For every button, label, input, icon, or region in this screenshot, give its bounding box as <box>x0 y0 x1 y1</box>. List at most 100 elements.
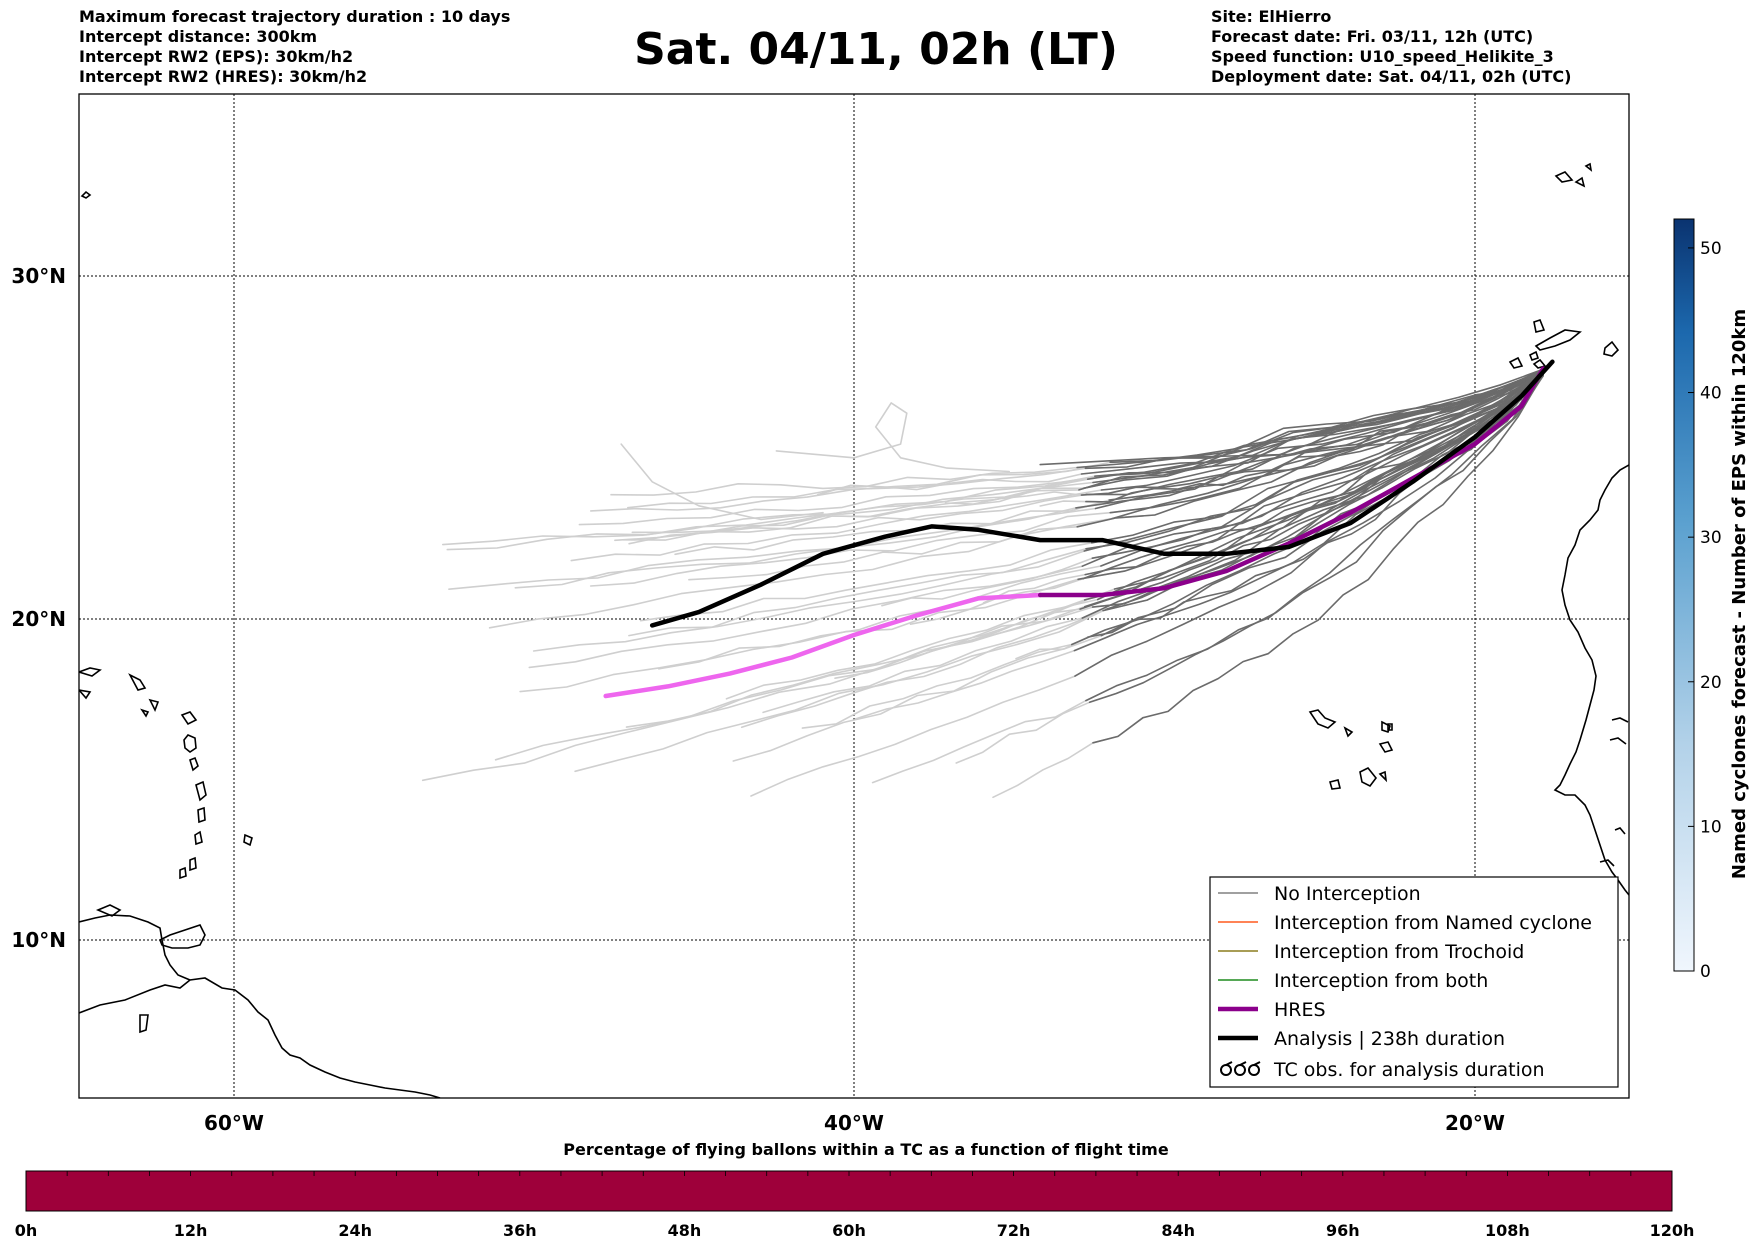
colorbar-right-ticks: 0 10 20 30 40 50 <box>1688 239 1722 982</box>
coastline-island <box>243 833 253 847</box>
eps-trajectory-faded <box>657 549 1142 670</box>
eps-trajectory <box>1096 372 1544 601</box>
hres-trajectory-faded <box>603 592 1043 699</box>
colorbar-right-label: Named cyclones forecast - Number of EPS … <box>1729 309 1750 879</box>
legend-box <box>1209 876 1619 1088</box>
eps-trajectory-faded <box>532 538 1131 652</box>
lon-tick-label: 60°W <box>204 1111 264 1135</box>
colorbar-bottom-title: Percentage of flying ballons within a TC… <box>563 1140 1169 1159</box>
eps-trajectory-faded <box>448 495 1146 590</box>
eps-trajectory <box>1088 375 1544 704</box>
coastline-cape-verde <box>1343 726 1354 738</box>
coastline-africa-detail <box>1599 859 1615 867</box>
eps-trajectory-faded <box>574 599 1148 773</box>
coastline-island <box>80 190 92 199</box>
header-right-line: Site: ElHierro <box>1211 7 1332 26</box>
eps-trajectory-faded <box>590 459 1155 512</box>
colorbar-bottom-tick-label: 12h <box>174 1221 208 1240</box>
colorbar-bottom-tick-label: 60h <box>832 1221 866 1240</box>
coastline-canaries <box>1574 176 1586 188</box>
colorbar-bottom-ticks: 0h 12h 24h 36h 48h 60h 72h 84h 96h 108h 120h <box>15 1171 1695 1240</box>
coastline-island <box>195 780 207 802</box>
legend-label: HRES <box>1274 999 1326 1021</box>
colorbar-right-tick-label: 10 <box>1700 817 1722 837</box>
eps-trajectory <box>1076 368 1544 469</box>
colorbar-bottom-bar <box>25 1170 1673 1212</box>
legend-label: Interception from Named cyclone <box>1274 912 1592 934</box>
eps-trajectory <box>1092 373 1544 744</box>
eps-trajectory <box>1081 368 1544 567</box>
coastline-africa <box>1553 464 1629 896</box>
header-left: Maximum forecast trajectory duration : 1… <box>79 7 510 87</box>
eps-trajectory <box>1086 370 1544 480</box>
header-right-line: Speed function: U10_speed_Helikite_3 <box>1211 47 1554 66</box>
eps-trajectory <box>1079 371 1544 610</box>
colorbar-bottom-tick-label: 72h <box>997 1221 1031 1240</box>
coastline-island <box>128 673 147 691</box>
coastline-island <box>140 708 150 718</box>
eps-trajectory <box>1104 370 1544 477</box>
coastline-island <box>197 806 206 824</box>
colorbar-bottom-tick-label: 108h <box>1485 1221 1530 1240</box>
colorbar-right-tick-label: 40 <box>1700 384 1722 404</box>
legend-label: Analysis | 238h duration <box>1274 1028 1505 1050</box>
colorbar-bottom-tick-label: 24h <box>338 1221 372 1240</box>
colorbar-bottom-tick-label: 48h <box>668 1221 702 1240</box>
analysis-trajectory <box>649 359 1555 628</box>
coastline-canaries <box>1533 319 1546 333</box>
eps-trajectory-faded <box>625 592 1128 728</box>
coastline-cape-verde <box>1378 741 1394 753</box>
eps-trajectory <box>1084 374 1544 608</box>
eps-trajectory-faded <box>589 506 1155 587</box>
colorbar-bottom-tick-label: 96h <box>1326 1221 1360 1240</box>
coastline-canaries <box>1603 340 1620 357</box>
coastline-canaries <box>1508 356 1524 369</box>
eps-trajectory <box>1076 373 1544 528</box>
eps-trajectory-faded <box>620 443 824 521</box>
eps-trajectory-faded <box>732 616 1139 762</box>
eps-trajectory-faded <box>725 581 1136 700</box>
colorbar-bottom-tick-label: 120h <box>1650 1221 1695 1240</box>
eps-trajectory <box>1087 370 1544 638</box>
eps-trajectory-faded <box>570 484 1147 562</box>
header-left-line: Intercept distance: 300km <box>79 27 318 46</box>
eps-trajectory <box>1109 370 1544 514</box>
eps-trajectory-faded <box>610 459 1163 496</box>
eps-trajectory-faded <box>578 472 1150 526</box>
coastline-canaries <box>1554 171 1574 183</box>
colorbar-bottom-tick-label: 0h <box>15 1221 38 1240</box>
coastline-cape-verde <box>1308 709 1337 729</box>
colorbar-right-tick-label: 0 <box>1700 962 1711 982</box>
eps-trajectory <box>1078 369 1544 491</box>
header-left-line: Intercept RW2 (HRES): 30km/h2 <box>79 67 368 86</box>
coastline-south-america <box>79 977 441 1098</box>
lat-tick-label: 30°N <box>11 264 66 288</box>
coastline-canaries <box>1584 162 1593 172</box>
eps-trajectory-faded <box>639 534 1134 622</box>
coastlines <box>79 162 1629 1098</box>
eps-trajectory-faded <box>614 474 1165 542</box>
colorbar-right-tick-label: 30 <box>1700 528 1722 548</box>
coastline-island <box>189 856 197 872</box>
colorbar-right-gradient <box>1673 218 1695 972</box>
coastline-cape-verde <box>1378 770 1388 783</box>
eps-trajectory-faded <box>442 475 1144 546</box>
header-right: Site: ElHierro Forecast date: Fri. 03/11… <box>1211 7 1571 87</box>
colorbar-right-tick-label: 50 <box>1700 239 1722 259</box>
legend-label: No Interception <box>1274 883 1421 905</box>
coastline-trinidad <box>158 924 206 949</box>
eps-trajectory <box>1039 398 1523 466</box>
colorbar-bottom-tick-label: 36h <box>503 1221 537 1240</box>
coastline-canaries <box>1532 358 1547 369</box>
coastline-island <box>183 734 197 753</box>
eps-trajectory-faded <box>514 500 1124 589</box>
colorbar-right: 0 10 20 30 40 50 Named cyclones forecast - Nu… <box>1673 218 1750 982</box>
lat-tick-label: 20°N <box>11 607 66 631</box>
legend: No Interception Interception from Named … <box>1209 876 1619 1088</box>
coastline-cape-verde <box>1359 766 1378 788</box>
coastline-venezuela <box>79 914 191 981</box>
tc-obs-symbol-icon <box>1220 1061 1261 1076</box>
legend-label: Interception from Trochoid <box>1274 941 1524 963</box>
main-trajectories <box>603 359 1555 699</box>
